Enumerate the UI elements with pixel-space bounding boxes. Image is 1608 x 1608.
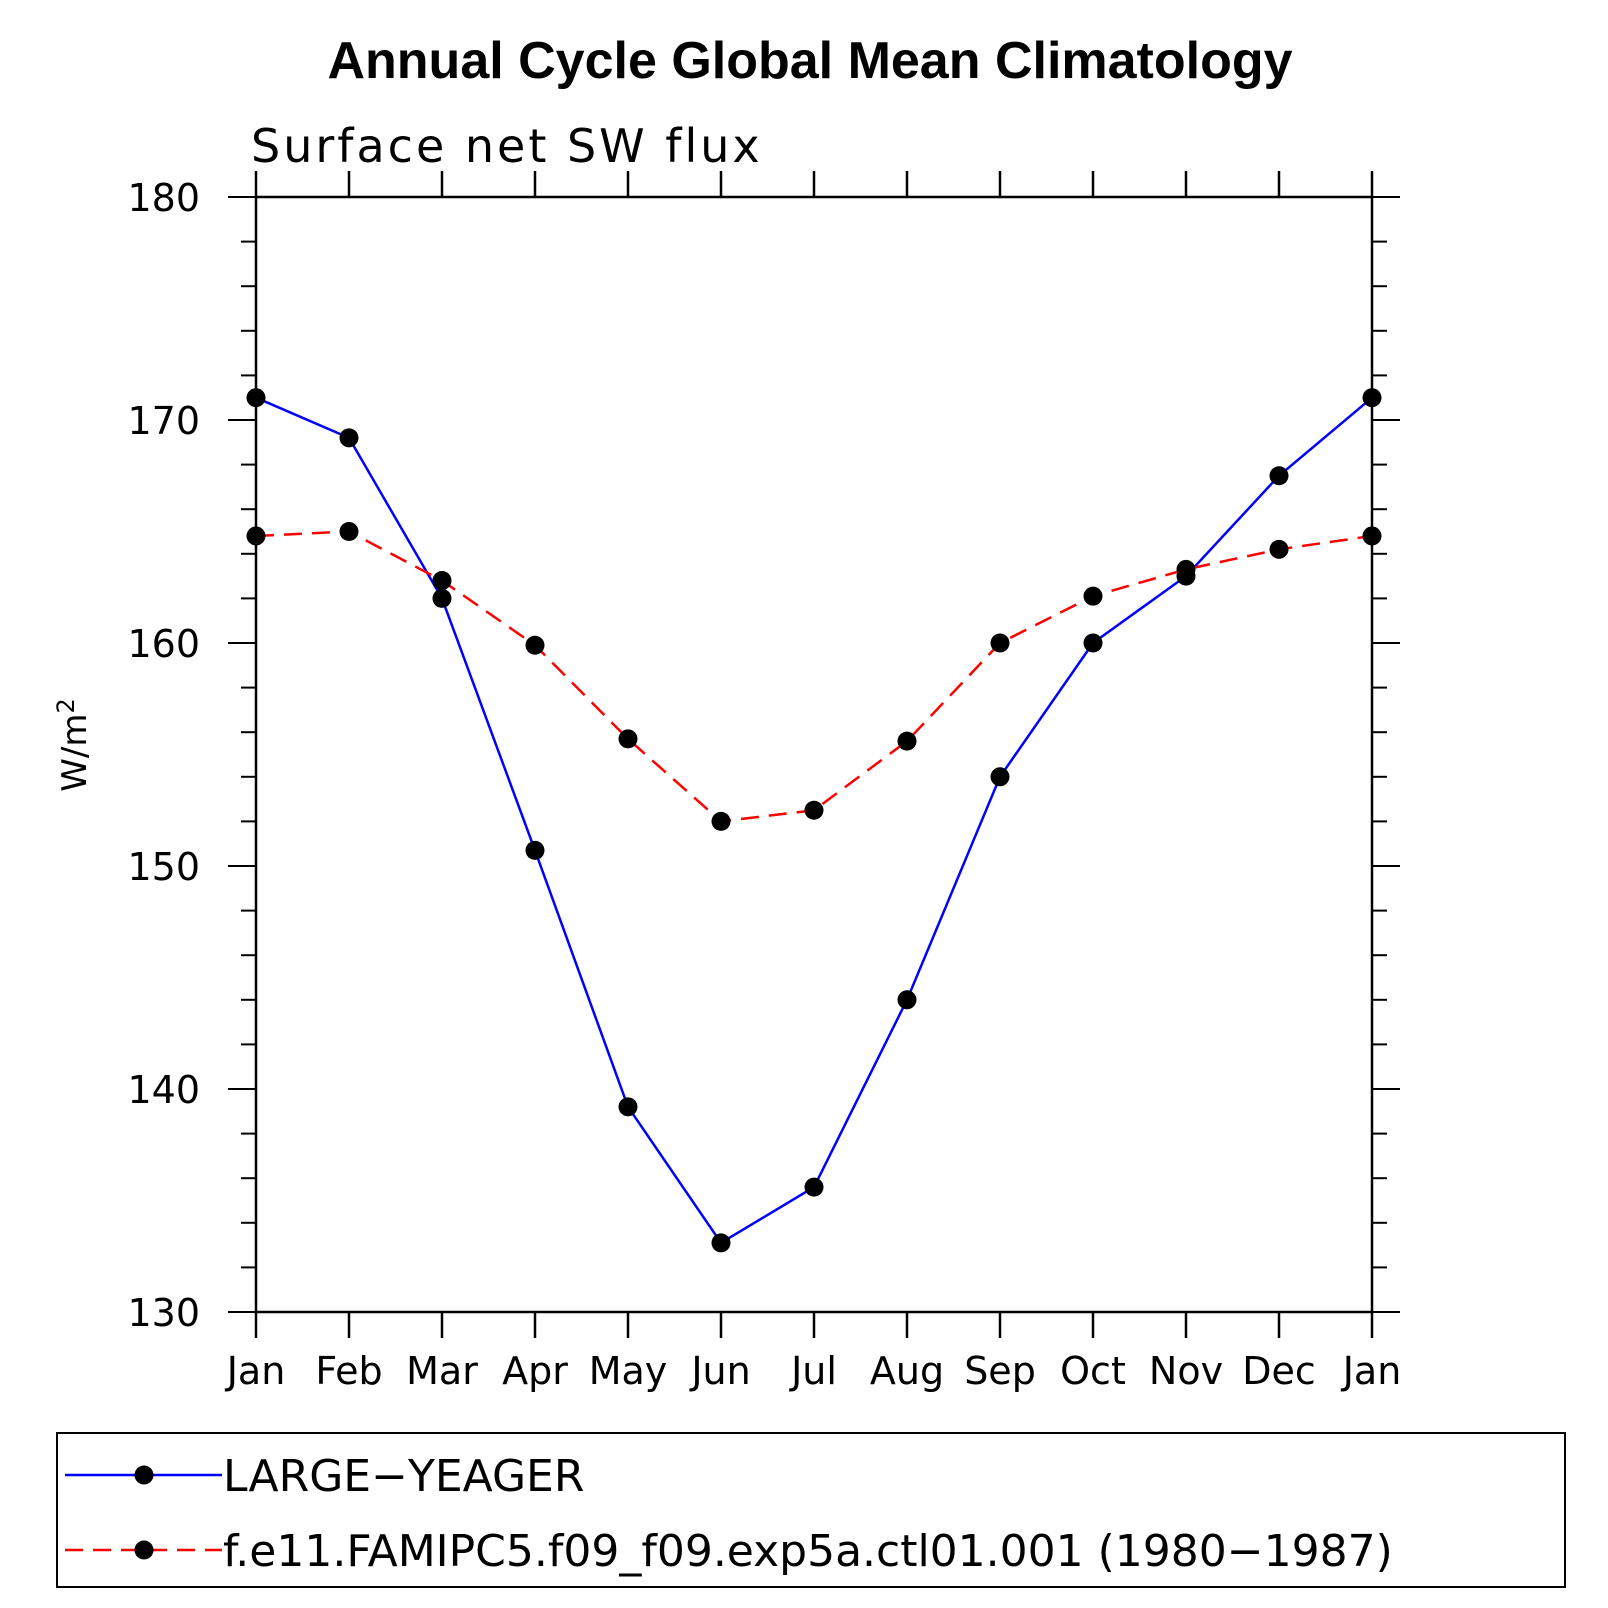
series-1-point	[339, 522, 359, 541]
series-0-point	[525, 840, 545, 860]
series-1-point	[1269, 539, 1289, 559]
series-0-point	[1362, 388, 1382, 408]
x-tick-label: Nov	[1149, 1349, 1223, 1393]
y-tick-label: 140	[127, 1068, 200, 1112]
series-0-point	[432, 588, 452, 608]
series-0-point	[804, 1177, 824, 1197]
series-1-point	[897, 731, 917, 751]
x-tick-label: Jan	[225, 1349, 286, 1393]
y-tick-label: 150	[127, 845, 200, 889]
series-1-point	[246, 526, 266, 546]
series-0-point	[897, 990, 917, 1010]
series-0-point	[990, 767, 1010, 787]
y-axis-label-unit: W/m	[55, 714, 95, 792]
y-tick-label: 180	[127, 176, 200, 220]
legend-marker-1	[134, 1540, 154, 1560]
legend-label-1: f.e11.FAMIPC5.f09_f09.exp5a.ctl01.001 (1…	[223, 1526, 1393, 1577]
x-tick-label: Jan	[1341, 1349, 1402, 1393]
chart-subtitle: Surface net SW flux	[251, 119, 763, 173]
x-tick-label: Aug	[870, 1349, 944, 1393]
y-tick-label: 130	[127, 1291, 200, 1335]
series-1-point	[432, 571, 452, 591]
series-1-point	[525, 635, 545, 655]
series-0-point	[1083, 633, 1103, 653]
legend-marker-0	[134, 1465, 154, 1485]
series-0-point	[618, 1097, 638, 1117]
x-tick-label: May	[589, 1349, 668, 1393]
y-tick-label: 160	[127, 622, 200, 666]
x-tick-label: Oct	[1060, 1349, 1126, 1393]
series-1-point	[1362, 526, 1382, 546]
x-tick-label: Dec	[1242, 1349, 1316, 1393]
series-0-point	[246, 388, 266, 408]
series-1-point	[618, 729, 638, 749]
series-0-point	[339, 428, 359, 448]
y-axis-label: W/m2	[52, 698, 95, 791]
x-tick-label: Apr	[502, 1349, 568, 1393]
x-tick-label: Feb	[315, 1349, 382, 1393]
x-tick-label: Jun	[689, 1349, 750, 1393]
y-tick-label: 170	[127, 399, 200, 443]
series-line-0	[255, 396, 1373, 1245]
series-1-point	[990, 633, 1010, 653]
x-tick-label: Mar	[406, 1349, 478, 1393]
series-0-point	[711, 1233, 731, 1253]
x-tick-label: Jul	[789, 1349, 837, 1393]
series-1-point	[1083, 586, 1103, 606]
series-1-point	[711, 811, 731, 831]
series-1-point	[804, 800, 824, 820]
legend: LARGE−YEAGER f.e11.FAMIPC5.f09_f09.exp5a.…	[56, 1432, 1566, 1588]
legend-box	[56, 1432, 1566, 1588]
plot-frame	[254, 195, 1374, 1314]
series-0-point	[1269, 466, 1289, 486]
series-1-point	[1176, 559, 1196, 579]
chart-title: Annual Cycle Global Mean Climatology	[327, 32, 1292, 90]
y-axis-label-superscript: 2	[52, 698, 80, 713]
x-tick-label: Sep	[964, 1349, 1036, 1393]
plot-area: Jan Feb Mar Apr May Jun Jul Aug Sep Oct Nov Dec Jan 1…	[127, 171, 1401, 1393]
series-line-1	[255, 530, 1373, 823]
legend-label-0: LARGE−YEAGER	[223, 1451, 584, 1502]
